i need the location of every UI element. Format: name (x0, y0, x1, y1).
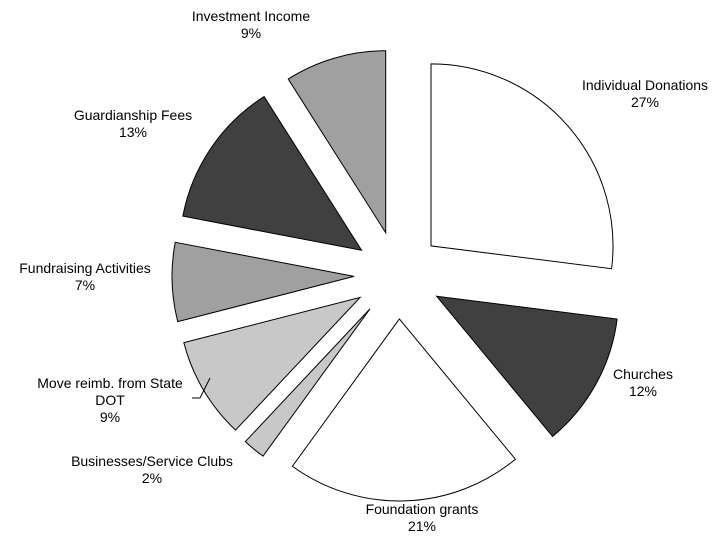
pie-slice (430, 63, 614, 270)
slice-label: Businesses/Service Clubs 2% (42, 453, 262, 487)
value-label: 27% (630, 94, 660, 110)
value-label: 7% (74, 277, 96, 293)
pie-slice (171, 241, 355, 323)
category-label: Guardianship Fees (73, 107, 193, 123)
value-label: 12% (628, 383, 658, 399)
slice-label: Individual Donations 27% (555, 77, 725, 111)
category-label: Churches (613, 366, 673, 382)
category-label: Fundraising Activities (19, 260, 151, 276)
category-label: Move reimb. from State DOT (37, 375, 183, 408)
value-label: 9% (240, 25, 262, 41)
leader-line (192, 377, 211, 399)
value-label: 9% (99, 409, 121, 425)
slice-label: Move reimb. from State DOT 9% (30, 375, 190, 426)
slice-label: Churches 12% (583, 366, 703, 400)
slice-label: Foundation grants 21% (332, 501, 512, 535)
value-label: 13% (118, 124, 148, 140)
slice-label: Fundraising Activities 7% (0, 260, 175, 294)
category-label: Investment Income (191, 8, 311, 24)
slice-label: Guardianship Fees 13% (43, 107, 223, 141)
pie-slice (287, 50, 387, 235)
pie-slice (244, 308, 371, 457)
pie-slice (291, 318, 517, 502)
category-label: Businesses/Service Clubs (71, 453, 233, 469)
slice-label: Investment Income 9% (161, 8, 341, 42)
value-label: 21% (407, 518, 437, 534)
category-label: Individual Donations (581, 77, 709, 93)
pie-slice (435, 295, 618, 438)
category-label: Foundation grants (365, 501, 479, 517)
pie-slice (182, 95, 363, 251)
value-label: 2% (141, 470, 163, 486)
